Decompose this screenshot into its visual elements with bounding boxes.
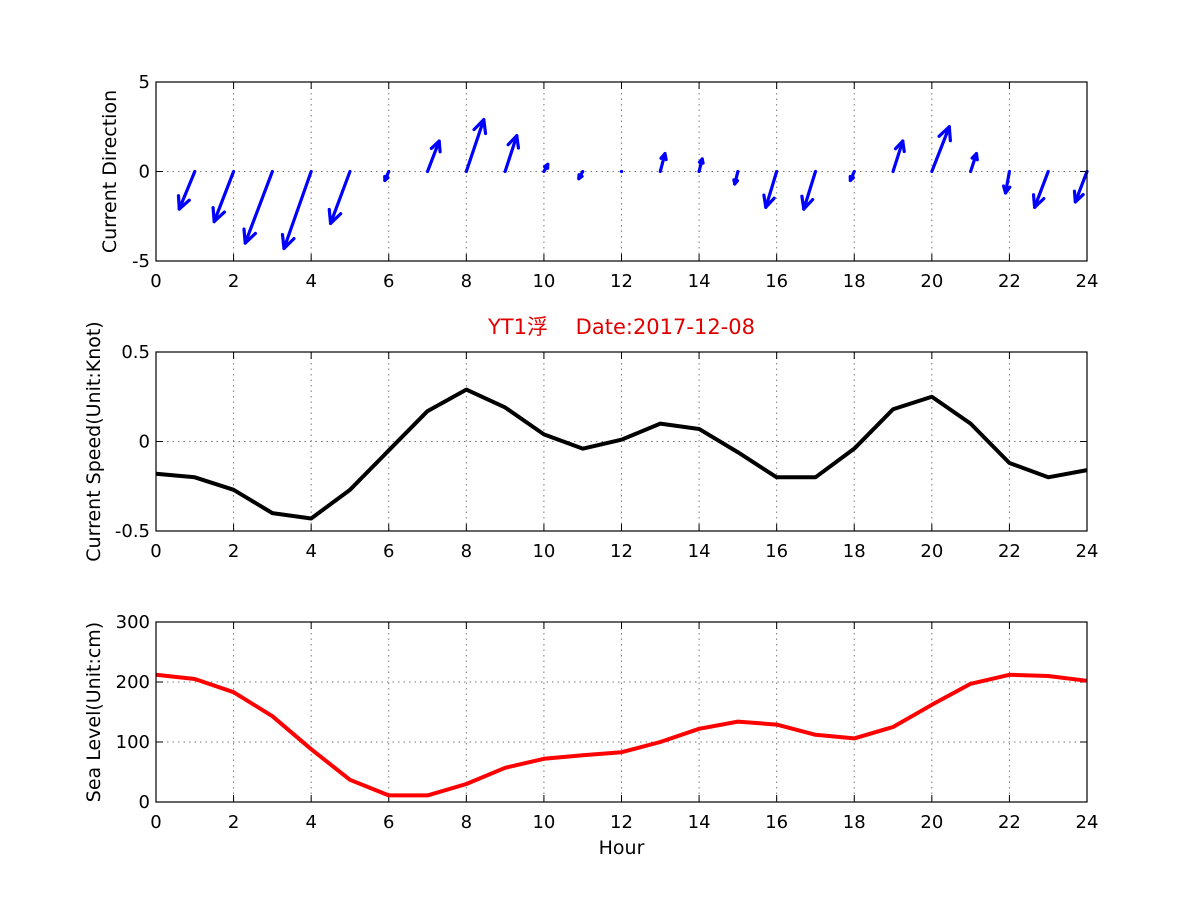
x-tick-label: 20 bbox=[920, 541, 943, 562]
x-tick-label: 10 bbox=[532, 812, 555, 833]
x-tick-label: 16 bbox=[765, 812, 788, 833]
x-tick-label: 8 bbox=[461, 812, 472, 833]
x-tick-label: 12 bbox=[610, 541, 633, 562]
x-tick-label: 6 bbox=[383, 271, 394, 292]
x-tick-label: 14 bbox=[688, 271, 711, 292]
x-tick-label: 4 bbox=[305, 812, 316, 833]
x-tick-label: 22 bbox=[998, 541, 1021, 562]
axes-frame bbox=[155, 351, 1088, 532]
current-arrow bbox=[327, 169, 352, 226]
current-arrow bbox=[1072, 169, 1089, 204]
x-tick-label: 24 bbox=[1076, 812, 1099, 833]
current-arrow bbox=[542, 162, 550, 174]
plot-area bbox=[156, 622, 1087, 802]
current-arrow bbox=[425, 139, 442, 174]
x-tick-label: 18 bbox=[843, 541, 866, 562]
x-tick-label: 6 bbox=[383, 812, 394, 833]
x-tick-label: 12 bbox=[610, 812, 633, 833]
current-arrow bbox=[280, 169, 313, 251]
x-axis-label: Hour bbox=[599, 837, 645, 859]
x-tick-label: 4 bbox=[305, 271, 316, 292]
current-arrow bbox=[800, 169, 818, 211]
x-tick-label: 2 bbox=[228, 541, 239, 562]
y-tick-label: 200 bbox=[116, 672, 150, 693]
x-tick-label: 12 bbox=[610, 271, 633, 292]
y-axis-label: Current Direction bbox=[99, 90, 121, 253]
axes-frame bbox=[155, 621, 1088, 803]
x-tick-label: 18 bbox=[843, 271, 866, 292]
x-tick-label: 14 bbox=[688, 812, 711, 833]
x-tick-label: 22 bbox=[998, 812, 1021, 833]
current-arrow bbox=[211, 169, 236, 224]
x-tick-label: 18 bbox=[843, 812, 866, 833]
current-arrow bbox=[242, 169, 274, 245]
chart-title: YT1浮 Date:2017-12-08 bbox=[487, 315, 755, 339]
y-tick-label: 0.5 bbox=[121, 342, 150, 363]
current-arrow bbox=[848, 169, 856, 183]
current-arrow bbox=[1002, 169, 1012, 195]
x-tick-label: 0 bbox=[150, 541, 161, 562]
x-tick-label: 4 bbox=[305, 541, 316, 562]
x-tick-label: 8 bbox=[461, 271, 472, 292]
x-tick-label: 20 bbox=[920, 812, 943, 833]
current-arrow bbox=[383, 169, 391, 183]
x-tick-label: 24 bbox=[1076, 541, 1099, 562]
y-tick-label: 0 bbox=[139, 432, 150, 453]
y-tick-label: 0 bbox=[139, 162, 150, 183]
current-arrow bbox=[658, 152, 668, 174]
x-tick-label: 2 bbox=[228, 812, 239, 833]
current-arrow bbox=[577, 169, 585, 181]
x-tick-label: 22 bbox=[998, 271, 1021, 292]
x-tick-label: 2 bbox=[228, 271, 239, 292]
x-tick-label: 16 bbox=[765, 541, 788, 562]
x-tick-label: 10 bbox=[532, 541, 555, 562]
current-arrow bbox=[1031, 169, 1050, 209]
y-tick-label: -0.5 bbox=[115, 521, 150, 542]
x-tick-label: 0 bbox=[150, 271, 161, 292]
current-arrow bbox=[762, 169, 779, 209]
current-arrow bbox=[503, 134, 521, 174]
current-arrow bbox=[891, 139, 906, 174]
x-tick-label: 16 bbox=[765, 271, 788, 292]
x-tick-label: 8 bbox=[461, 541, 472, 562]
y-axis-label: Sea Level(Unit:cm) bbox=[83, 622, 105, 802]
x-tick-label: 20 bbox=[920, 271, 943, 292]
x-tick-label: 10 bbox=[532, 271, 555, 292]
y-tick-label: 0 bbox=[139, 792, 150, 813]
y-axis-label: Current Speed(Unit:Knot) bbox=[83, 321, 105, 561]
current-arrow bbox=[464, 117, 488, 174]
y-tick-label: -5 bbox=[132, 251, 150, 272]
y-tick-label: 5 bbox=[139, 72, 150, 93]
x-tick-label: 14 bbox=[688, 541, 711, 562]
current-arrow bbox=[697, 157, 705, 174]
y-tick-label: 100 bbox=[116, 732, 150, 753]
current-arrow bbox=[732, 169, 740, 186]
current-arrow bbox=[969, 152, 979, 174]
current-arrow bbox=[930, 125, 952, 174]
x-tick-label: 24 bbox=[1076, 271, 1099, 292]
x-tick-label: 6 bbox=[383, 541, 394, 562]
x-tick-label: 0 bbox=[150, 812, 161, 833]
current-arrow bbox=[176, 169, 197, 211]
y-tick-label: 300 bbox=[116, 612, 150, 633]
axes-frame bbox=[155, 81, 1088, 262]
